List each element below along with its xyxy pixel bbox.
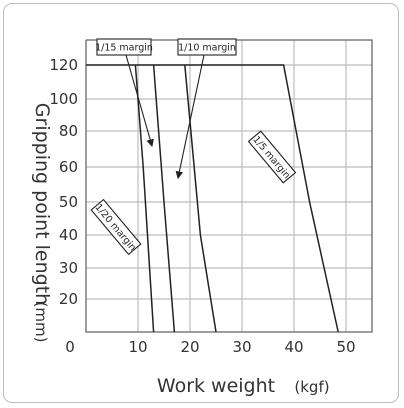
series-label-text: 1/5 margin bbox=[250, 134, 292, 181]
y-tick-label: 80 bbox=[59, 122, 78, 140]
series-line bbox=[152, 64, 176, 333]
series-label-text: 1/20 margin bbox=[92, 202, 138, 253]
y-tick-label: 40 bbox=[59, 226, 78, 244]
series-label: 1/5 margin bbox=[247, 130, 297, 184]
x-axis-unit: (kgf) bbox=[294, 378, 329, 396]
series-lines bbox=[86, 64, 339, 333]
y-axis-unit: (mm) bbox=[32, 302, 50, 343]
series-label-box bbox=[96, 38, 152, 56]
x-tick-label: 40 bbox=[284, 338, 303, 356]
y-axis-title: Gripping point length bbox=[31, 103, 53, 305]
x-axis-title: Work weight bbox=[157, 375, 275, 397]
y-tick-label: 100 bbox=[49, 90, 78, 108]
x-tick-label: 0 bbox=[65, 338, 75, 356]
x-tick-label: 20 bbox=[180, 338, 199, 356]
y-tick-label: 50 bbox=[59, 193, 78, 211]
x-tick-label: 30 bbox=[232, 338, 251, 356]
series-line bbox=[86, 64, 339, 333]
series-label-box bbox=[90, 198, 142, 256]
x-tick-label: 50 bbox=[336, 338, 355, 356]
plot-border bbox=[85, 39, 373, 333]
series-label-text: 1/15 margin bbox=[95, 43, 153, 54]
y-tick-label: 60 bbox=[59, 158, 78, 176]
series-label-box bbox=[247, 130, 297, 184]
y-tick-label: 20 bbox=[59, 290, 78, 308]
series-labels: 1/15 margin 1/10 margin 1/20 margin 1/5 mar… bbox=[90, 38, 297, 256]
y-tick-label: 30 bbox=[59, 259, 78, 277]
label-leader-arrow bbox=[175, 54, 205, 180]
series-label: 1/15 margin bbox=[95, 38, 153, 56]
series-label: 1/10 margin bbox=[177, 38, 237, 56]
y-tick-labels: 20 30 40 50 60 80 100 120 bbox=[49, 56, 78, 308]
chart-frame bbox=[3, 3, 399, 403]
x-tick-label: 10 bbox=[128, 338, 147, 356]
series-label-box bbox=[177, 38, 237, 56]
series-label-text: 1/10 margin bbox=[178, 43, 236, 54]
series-label: 1/20 margin bbox=[90, 198, 142, 256]
x-tick-labels: 0 10 20 30 40 50 bbox=[65, 338, 355, 356]
label-leader-arrow bbox=[125, 54, 154, 148]
y-tick-label: 120 bbox=[49, 56, 78, 74]
